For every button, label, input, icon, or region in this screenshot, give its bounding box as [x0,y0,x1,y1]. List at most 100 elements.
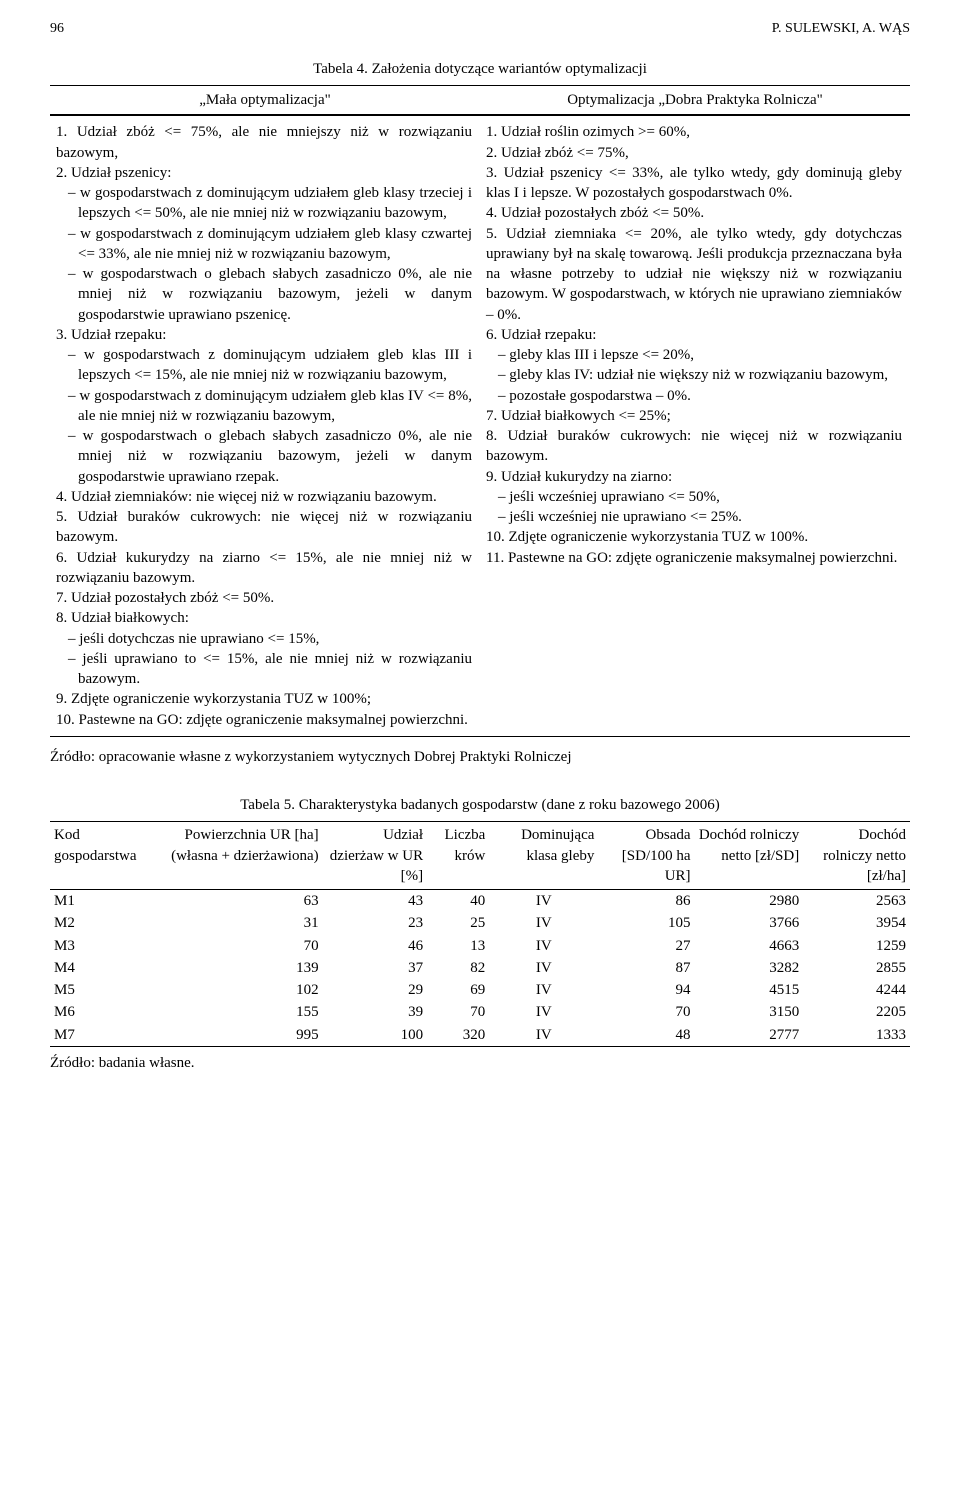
table-cell: IV [489,957,598,979]
table-cell: 86 [598,890,694,913]
table-cell: 100 [323,1024,427,1047]
table-cell: 31 [152,912,323,934]
table-cell: M5 [50,979,152,1001]
table-cell: 48 [598,1024,694,1047]
table-cell: IV [489,912,598,934]
table-cell: M2 [50,912,152,934]
table-cell: 13 [427,935,489,957]
table-cell: 46 [323,935,427,957]
table-cell: 105 [598,912,694,934]
table4-body: 1. Udział zbóż <= 75%, ale nie mniejszy … [50,116,910,737]
table-cell: 3282 [695,957,804,979]
list-item: w gospodarstwach o glebach słabych zasad… [68,264,472,325]
list-item: 9. Zdjęte ograniczenie wykorzystania TUZ… [56,689,472,709]
list-item: 6. Udział kukurydzy na ziarno <= 15%, al… [56,548,472,589]
table-cell: 63 [152,890,323,913]
table-cell: IV [489,979,598,1001]
col-header: Powierzchnia UR [ha] (własna + dzierżawi… [152,822,323,890]
table4-header-row: „Mała optymalizacja" Optymalizacja „Dobr… [50,85,910,116]
table-cell: 69 [427,979,489,1001]
table4-left-col: 1. Udział zbóż <= 75%, ale nie mniejszy … [50,116,480,736]
table-cell: M6 [50,1001,152,1023]
col-header: Dochód rolniczy netto [zł/ha] [803,822,910,890]
list-item: 1. Udział roślin ozimych >= 60%, [486,122,902,142]
list-item: gleby klas IV: udział nie większy niż w … [498,365,902,385]
table-cell: M3 [50,935,152,957]
table-cell: 70 [427,1001,489,1023]
list-item: 8. Udział buraków cukrowych: nie więcej … [486,426,902,467]
table-cell: 1333 [803,1024,910,1047]
list-item: 5. Udział buraków cukrowych: nie więcej … [56,507,472,548]
table-cell: M4 [50,957,152,979]
table-cell: 27 [598,935,694,957]
list-item: pozostałe gospodarstwa – 0%. [498,386,902,406]
list-item: w gospodarstwach z dominującym udziałem … [68,345,472,386]
list-item: 3. Udział rzepaku: [56,325,472,345]
page-number: 96 [50,20,64,39]
table-row: M7995100320IV4827771333 [50,1024,910,1047]
table-cell: 139 [152,957,323,979]
table-cell: 102 [152,979,323,1001]
table-cell: IV [489,935,598,957]
list-item: 4. Udział pozostałych zbóż <= 50%. [486,203,902,223]
table-row: M1634340IV8629802563 [50,890,910,913]
table-cell: IV [489,1001,598,1023]
table-cell: 4663 [695,935,804,957]
col-header: Obsada [SD/100 ha UR] [598,822,694,890]
table-cell: 4244 [803,979,910,1001]
list-item: w gospodarstwach z dominującym udziałem … [68,224,472,265]
list-item: jeśli wcześniej nie uprawiano <= 25%. [498,507,902,527]
list-item: gleby klas III i lepsze <= 20%, [498,345,902,365]
page-header: 96 P. SULEWSKI, A. WĄS [50,20,910,39]
table-row: M61553970IV7031502205 [50,1001,910,1023]
list-item: 11. Pastewne na GO: zdjęte ograniczenie … [486,548,902,568]
table-cell: 2777 [695,1024,804,1047]
table-cell: 82 [427,957,489,979]
list-item: jeśli wcześniej uprawiano <= 50%, [498,487,902,507]
col-header: Dochód rolniczy netto [zł/SD] [695,822,804,890]
list-item: 8. Udział białkowych: [56,608,472,628]
list-item: 1. Udział zbóż <= 75%, ale nie mniejszy … [56,122,472,163]
table-cell: 4515 [695,979,804,1001]
list-item: jeśli dotychczas nie uprawiano <= 15%, [68,629,472,649]
table-cell: 40 [427,890,489,913]
table-row: M51022969IV9445154244 [50,979,910,1001]
table-cell: M1 [50,890,152,913]
table-cell: 23 [323,912,427,934]
table-row: M41393782IV8732822855 [50,957,910,979]
list-item: 5. Udział ziemniaka <= 20%, ale tylko wt… [486,224,902,325]
table5: Kod gospodarstwa Powierzchnia UR [ha] (w… [50,821,910,1047]
col-header: Liczba krów [427,822,489,890]
table-cell: 70 [152,935,323,957]
table-cell: 43 [323,890,427,913]
list-item: w gospodarstwach z dominującym udziałem … [68,183,472,224]
table-row: M3704613IV2746631259 [50,935,910,957]
table-cell: 2563 [803,890,910,913]
list-item: 2. Udział zbóż <= 75%, [486,143,902,163]
list-item: w gospodarstwach z dominującym udziałem … [68,386,472,427]
table-cell: 87 [598,957,694,979]
table-cell: 70 [598,1001,694,1023]
table-row: M2312325IV10537663954 [50,912,910,934]
table4-source: Źródło: opracowanie własne z wykorzystan… [50,747,910,767]
table-cell: M7 [50,1024,152,1047]
list-item: 10. Zdjęte ograniczenie wykorzystania TU… [486,527,902,547]
list-item: 10. Pastewne na GO: zdjęte ograniczenie … [56,710,472,730]
table-cell: 3150 [695,1001,804,1023]
list-item: 2. Udział pszenicy: [56,163,472,183]
table5-caption: Tabela 5. Charakterystyka badanych gospo… [50,795,910,815]
list-item: 4. Udział ziemniaków: nie więcej niż w r… [56,487,472,507]
table-cell: IV [489,1024,598,1047]
table-cell: 3766 [695,912,804,934]
table-cell: 2980 [695,890,804,913]
table-cell: 320 [427,1024,489,1047]
authors: P. SULEWSKI, A. WĄS [772,20,910,39]
table-cell: 1259 [803,935,910,957]
list-item: 6. Udział rzepaku: [486,325,902,345]
list-item: 9. Udział kukurydzy na ziarno: [486,467,902,487]
list-item: jeśli uprawiano to <= 15%, ale nie mniej… [68,649,472,690]
list-item: w gospodarstwach o glebach słabych zasad… [68,426,472,487]
table-cell: 155 [152,1001,323,1023]
table-cell: 29 [323,979,427,1001]
table-cell: 3954 [803,912,910,934]
